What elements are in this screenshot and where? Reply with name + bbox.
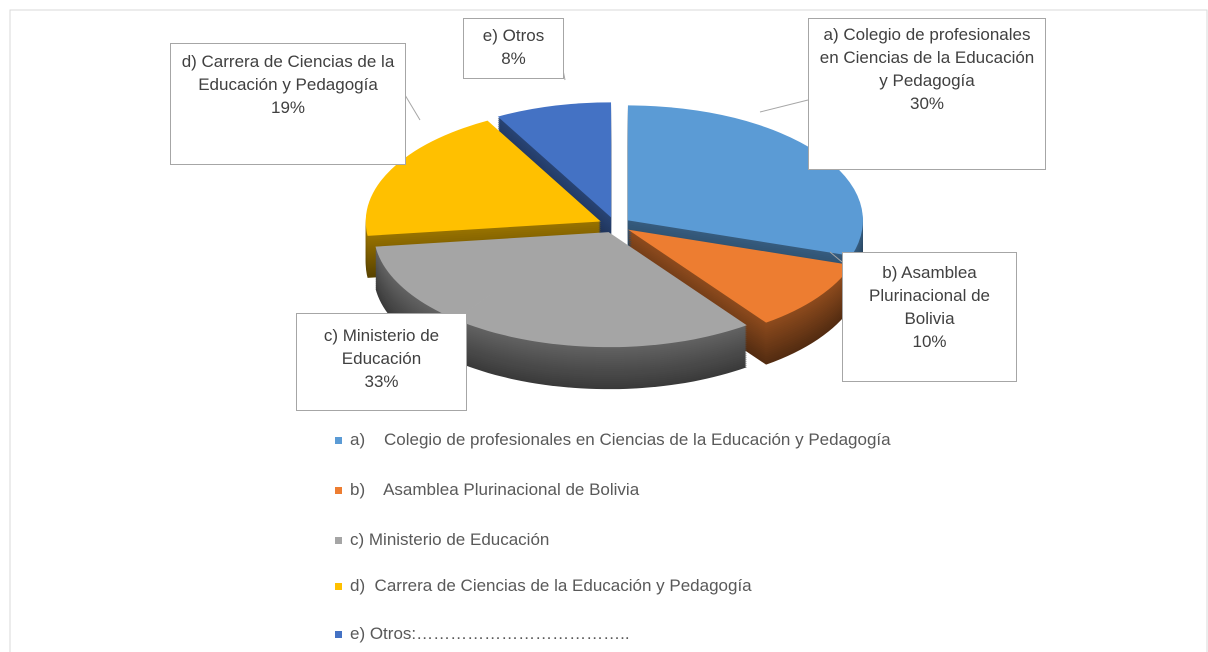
- pie: [365, 102, 863, 390]
- legend-item: b) Asamblea Plurinacional de Bolivia: [335, 480, 639, 500]
- slice: [627, 229, 852, 323]
- callout-value: 19%: [270, 98, 306, 117]
- callout-value: 30%: [909, 94, 945, 113]
- legend-item: e) Otros:………………………………..: [335, 624, 630, 644]
- legend-item: a) Colegio de profesionales en Ciencias …: [335, 430, 891, 450]
- callout: a) Colegio de profesionales en Ciencias …: [808, 18, 1046, 170]
- legend-swatch: [335, 537, 342, 545]
- leader-line: [829, 251, 843, 263]
- legend-item: c) Ministerio de Educación: [335, 530, 549, 550]
- legend-label: a) Colegio de profesionales en Ciencias …: [350, 430, 891, 449]
- leader-line: [404, 94, 421, 121]
- callout: d) Carrera de Ciencias de la Educación y…: [170, 43, 406, 165]
- chart-border: [9, 9, 1208, 652]
- callout-value: 8%: [501, 49, 526, 68]
- callout-label: c) Ministerio de Educación: [323, 326, 440, 368]
- callout-label: e) Otros: [482, 26, 545, 45]
- legend-swatch: [335, 487, 342, 495]
- callout-label: b) Asamblea Plurinacional de Bolivia: [869, 263, 990, 328]
- callout-value: 10%: [912, 332, 947, 351]
- slice: [375, 232, 747, 348]
- callout-label: a) Colegio de profesionales en Ciencias …: [819, 25, 1035, 90]
- legend-label: c) Ministerio de Educación: [350, 530, 550, 549]
- legend-swatch: [335, 583, 342, 591]
- callout: e) Otros 8%: [463, 18, 564, 79]
- slice: [365, 120, 601, 236]
- legend-swatch: [335, 437, 342, 445]
- slice: [497, 102, 612, 218]
- callout: c) Ministerio de Educación 33%: [296, 313, 467, 411]
- legend-item: d) Carrera de Ciencias de la Educación y…: [335, 576, 752, 596]
- callout-value: 33%: [364, 372, 399, 391]
- callout-label: d) Carrera de Ciencias de la Educación y…: [181, 52, 395, 94]
- callout: b) Asamblea Plurinacional de Bolivia 10%: [842, 252, 1017, 382]
- leader-line: [759, 99, 809, 113]
- legend-swatch: [335, 631, 342, 639]
- legend-label: d) Carrera de Ciencias de la Educación y…: [350, 576, 752, 595]
- legend-label: b) Asamblea Plurinacional de Bolivia: [350, 480, 640, 499]
- legend-label: e) Otros:………………………………..: [350, 624, 630, 643]
- slice: [627, 105, 863, 256]
- leader-line: [465, 294, 491, 313]
